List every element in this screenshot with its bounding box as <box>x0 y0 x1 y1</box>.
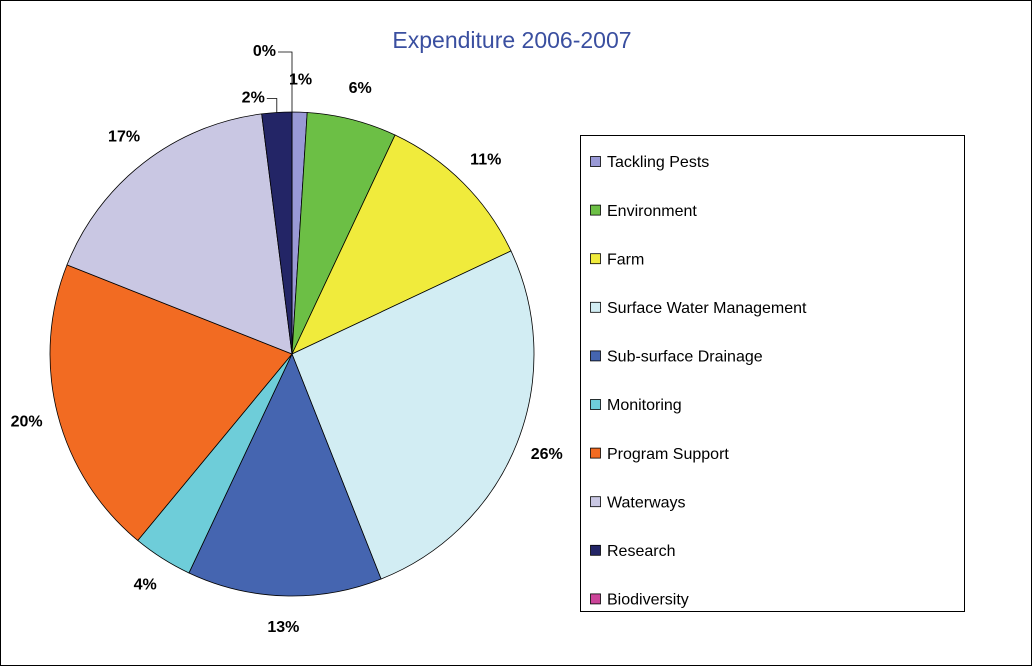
legend-swatch <box>590 593 601 605</box>
legend-swatch <box>590 544 601 556</box>
legend-swatch <box>590 253 601 265</box>
legend-label: Farm <box>607 251 644 268</box>
data-label: 17% <box>108 129 140 146</box>
leader-line <box>266 98 278 113</box>
legend-swatch <box>590 399 601 410</box>
legend-label: Program Support <box>607 446 729 463</box>
legend-swatch <box>590 301 601 313</box>
legend-label: Waterways <box>607 494 686 511</box>
leader-line <box>278 51 293 112</box>
data-label: 20% <box>11 413 43 430</box>
pie-slice <box>66 113 293 355</box>
legend-label: Surface Water Management <box>607 300 807 317</box>
pie-slice <box>49 264 293 542</box>
data-label: 2% <box>242 90 265 107</box>
data-label: 1% <box>289 71 312 88</box>
legend-box <box>580 135 965 612</box>
pie-slice <box>291 250 535 580</box>
legend-label: Sub-surface Drainage <box>607 349 763 366</box>
data-label: 11% <box>470 151 501 168</box>
legend-swatch <box>590 156 601 167</box>
legend-swatch <box>590 496 601 508</box>
legend-label: Monitoring <box>607 397 682 414</box>
data-label: 6% <box>349 80 372 97</box>
data-label: 26% <box>531 446 563 463</box>
pie-slice <box>188 352 382 597</box>
legend-label: Biodiversity <box>607 592 689 609</box>
data-label: 4% <box>134 577 157 594</box>
legend-swatch <box>590 350 601 362</box>
legend-swatch <box>590 447 601 459</box>
legend-label: Research <box>607 543 675 560</box>
chart-title: Expenditure 2006-2007 <box>392 27 631 53</box>
legend-swatch <box>590 204 601 216</box>
data-label: 13% <box>267 619 299 636</box>
pie-slice <box>291 134 512 355</box>
data-label: 0% <box>253 43 276 60</box>
legend-label: Environment <box>607 203 697 220</box>
legend-label: Tackling Pests <box>607 154 709 171</box>
